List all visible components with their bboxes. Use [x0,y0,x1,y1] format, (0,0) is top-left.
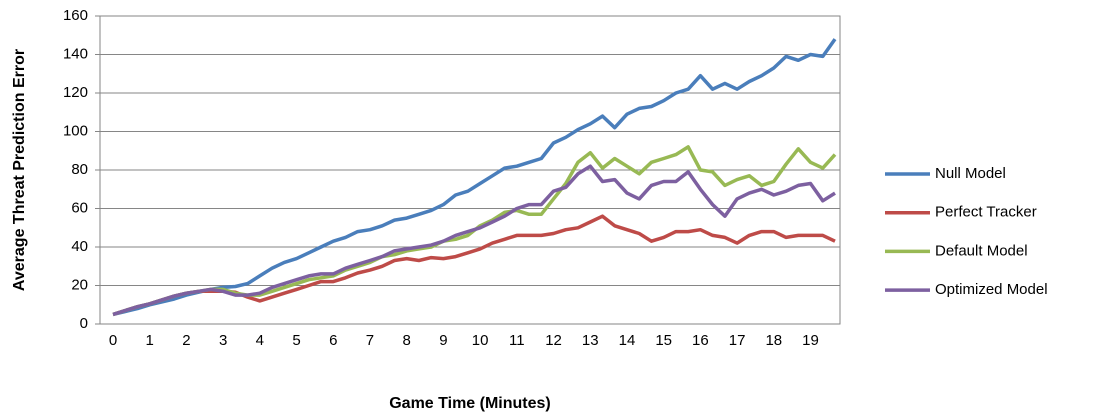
x-tick-label: 18 [765,332,782,349]
y-tick-label: 80 [71,161,88,178]
x-tick-label: 5 [292,332,300,349]
y-tick-label: 20 [71,276,88,293]
legend-label: Perfect Tracker [935,204,1037,221]
x-tick-label: 9 [439,332,447,349]
y-tick-label: 120 [63,84,88,101]
x-tick-label: 13 [582,332,599,349]
x-tick-label: 0 [109,332,117,349]
x-tick-label: 2 [182,332,190,349]
plot-frame [99,15,841,325]
x-tick-label: 14 [619,332,636,349]
x-tick-label: 17 [729,332,746,349]
x-tick-label: 19 [802,332,819,349]
x-tick-label: 11 [509,332,525,349]
y-tick-label: 140 [63,45,88,62]
x-tick-label: 12 [545,332,562,349]
x-tick-label: 15 [655,332,672,349]
x-tick-label: 4 [256,332,264,349]
series-line [112,38,837,317]
legend-label: Default Model [935,242,1028,259]
y-tick-label: 100 [63,122,88,139]
y-tick-label: 40 [71,238,88,255]
x-tick-label: 16 [692,332,709,349]
legend-label: Optimized Model [935,281,1048,298]
series-line [112,164,836,317]
x-tick-label: 7 [366,332,374,349]
y-tick-label: 160 [63,7,88,24]
x-axis-title: Game Time (Minutes) [389,395,551,412]
legend-label: Null Model [935,165,1006,182]
x-tick-label: 10 [472,332,489,349]
x-tick-label: 6 [329,332,337,349]
y-axis-title: Average Threat Prediction Error [11,49,28,291]
x-tick-label: 8 [403,332,411,349]
x-tick-label: 1 [146,332,154,349]
y-tick-label: 60 [71,199,88,216]
y-tick-label: 0 [80,315,88,332]
x-tick-label: 3 [219,332,227,349]
